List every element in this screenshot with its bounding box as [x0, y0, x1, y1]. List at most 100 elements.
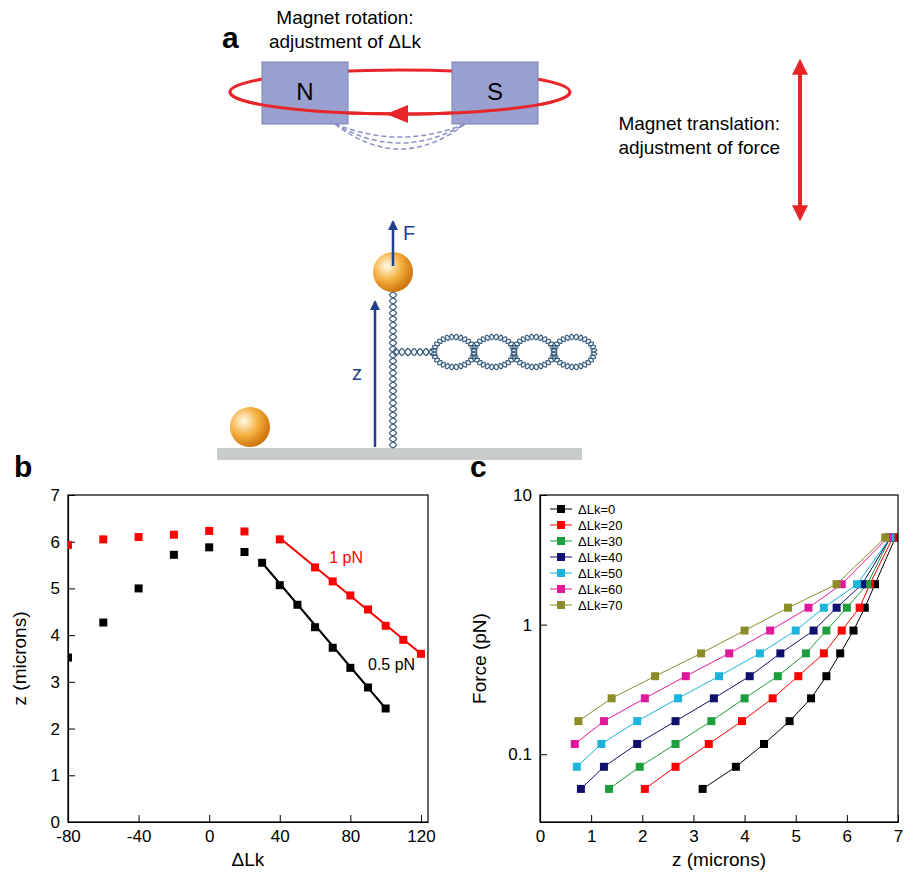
data-point	[68, 654, 72, 662]
magnet	[452, 62, 538, 124]
data-point	[641, 785, 649, 793]
plectoneme	[551, 334, 596, 369]
legend: ΔLk=0ΔLk=20ΔLk=30ΔLk=40ΔLk=50ΔLk=60ΔLk=7…	[550, 502, 622, 613]
plectoneme	[511, 334, 556, 369]
data-point	[794, 672, 802, 680]
data-point	[311, 563, 319, 571]
tick: 10	[513, 486, 547, 505]
reference-bead	[230, 407, 270, 447]
data-point	[710, 694, 718, 702]
data-point	[633, 740, 641, 748]
series-line	[703, 538, 896, 789]
plectoneme	[511, 334, 556, 369]
data-point	[571, 740, 579, 748]
data-point	[822, 627, 830, 635]
data-point	[672, 717, 680, 725]
data-point	[633, 717, 641, 725]
data-point	[807, 694, 815, 702]
data-point	[776, 649, 784, 657]
data-point	[135, 533, 143, 541]
tick: -40	[127, 815, 152, 846]
tick-mark	[796, 815, 797, 822]
data-point	[276, 581, 284, 589]
field-line	[335, 124, 465, 149]
y-axis-title: z (microns)	[9, 612, 30, 706]
data-point	[600, 763, 608, 771]
plot-frame	[68, 495, 428, 822]
plectoneme	[431, 334, 476, 369]
dna-strand	[393, 349, 434, 356]
tick: 5	[51, 579, 75, 598]
legend-marker	[557, 585, 565, 593]
data-point	[741, 627, 749, 635]
data-point	[597, 740, 605, 748]
data-point	[329, 577, 337, 585]
legend-marker	[557, 601, 565, 609]
tick: 7	[51, 486, 75, 505]
plectoneme	[471, 334, 516, 369]
figure: aMagnet rotation:adjustment of ΔLkNSMagn…	[0, 0, 915, 876]
legend-label: ΔLk=30	[578, 534, 622, 549]
data-point	[833, 580, 841, 588]
annotation: 0.5 pN	[368, 656, 415, 673]
data-point	[205, 543, 213, 551]
data-point	[802, 649, 810, 657]
axis-line	[541, 822, 899, 823]
tick-mark	[209, 815, 210, 822]
tick-label: 1	[587, 827, 596, 846]
data-point	[707, 717, 715, 725]
tick-mark	[68, 775, 75, 776]
data-point	[346, 591, 354, 599]
tick-mark	[68, 729, 75, 730]
field-line	[335, 124, 465, 137]
data-point	[651, 672, 659, 680]
legend-label: ΔLk=20	[578, 518, 622, 533]
data-point	[99, 619, 107, 627]
data-point	[725, 649, 733, 657]
data-point	[399, 636, 407, 644]
data-point	[838, 627, 846, 635]
x-axis-title: ΔLk	[232, 849, 265, 870]
tick: 3	[689, 815, 698, 846]
tick-mark	[898, 815, 899, 822]
tick-label: 4	[740, 827, 749, 846]
panel-letter: c	[470, 450, 487, 483]
y-axis-title: Force (pN)	[469, 613, 490, 704]
tick-label: 3	[51, 673, 60, 692]
tick-mark	[68, 495, 75, 496]
legend-marker	[557, 505, 565, 513]
tick-mark	[68, 682, 75, 683]
data-point	[636, 763, 644, 771]
data-point	[822, 672, 830, 680]
tick-label: 5	[791, 827, 800, 846]
fit-line	[280, 538, 421, 654]
tick-mark	[68, 822, 75, 823]
tick-label: 4	[51, 626, 60, 645]
tick-mark	[847, 815, 848, 822]
legend-marker	[557, 537, 565, 545]
data-point	[853, 580, 861, 588]
tick-mark	[68, 635, 75, 636]
data-point	[881, 534, 889, 542]
data-point	[699, 785, 707, 793]
data-point	[574, 717, 582, 725]
caption: Magnet rotation:	[276, 7, 413, 28]
tick: 120	[407, 815, 435, 846]
axis-line	[540, 496, 541, 823]
data-point	[605, 785, 613, 793]
panel-1: 012345670.1110ΔLk=0ΔLk=20ΔLk=30ΔLk=40ΔLk…	[469, 450, 903, 870]
legend-label: ΔLk=50	[578, 566, 622, 581]
data-point	[833, 604, 841, 612]
tick: 4	[740, 815, 749, 846]
tick: 7	[894, 815, 903, 846]
tick-label: -40	[127, 827, 152, 846]
caption: Magnet translation:	[618, 113, 780, 134]
series-line	[577, 538, 891, 767]
plectoneme	[551, 334, 596, 369]
tick: 6	[51, 533, 75, 552]
legend-marker	[557, 569, 565, 577]
surface	[217, 448, 582, 460]
data-point	[672, 763, 680, 771]
tick-mark	[139, 815, 140, 822]
data-point	[682, 672, 690, 680]
